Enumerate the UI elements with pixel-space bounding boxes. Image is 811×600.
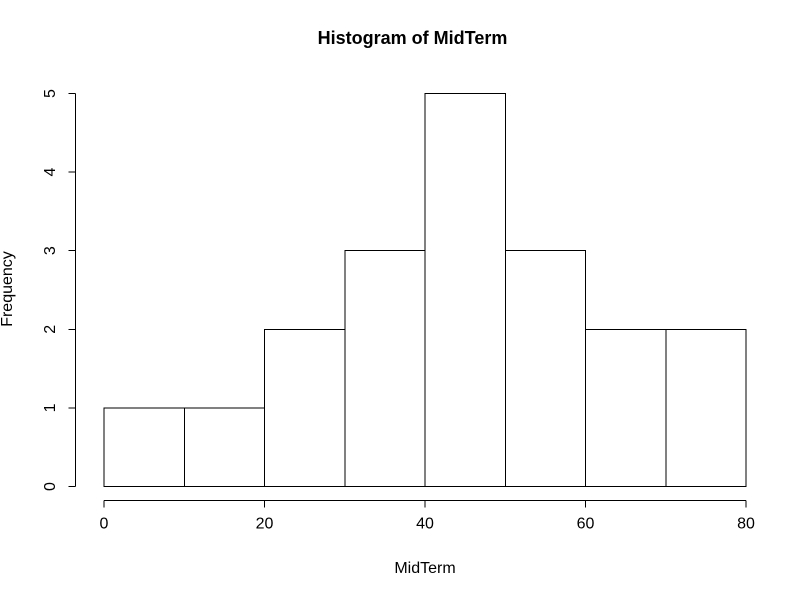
histogram-bar [264, 328, 346, 487]
y-axis-tick-label: 0 [42, 482, 59, 491]
histogram-bar [183, 407, 266, 487]
histogram-bar [665, 328, 747, 487]
x-axis-tick-label: 80 [737, 516, 755, 533]
chart-title: Histogram of MidTerm [0, 28, 811, 49]
histogram-bar [424, 93, 506, 487]
y-axis-title-text: Frequency [0, 251, 16, 327]
histogram-bar [103, 407, 185, 487]
y-axis-tick-label: 4 [42, 168, 59, 177]
x-axis-tick-label: 0 [100, 516, 109, 533]
x-axis-tick-label: 40 [416, 516, 434, 533]
histogram-bar [585, 328, 667, 487]
x-axis-tick-label: 20 [256, 516, 274, 533]
x-axis-title-text: MidTerm [394, 560, 456, 577]
y-axis-tick-label: 5 [42, 89, 59, 98]
histogram-bar [344, 250, 426, 487]
y-axis-tick-label: 1 [42, 403, 59, 412]
x-axis-tick-label: 60 [577, 516, 595, 533]
x-axis-title: MidTerm [104, 560, 746, 578]
chart-title-text: Histogram of MidTerm [317, 28, 508, 48]
y-axis-tick-label: 3 [42, 246, 59, 255]
y-axis-tick-label: 2 [42, 325, 59, 334]
y-axis-title: Frequency [0, 154, 17, 424]
histogram-bar [504, 250, 587, 487]
